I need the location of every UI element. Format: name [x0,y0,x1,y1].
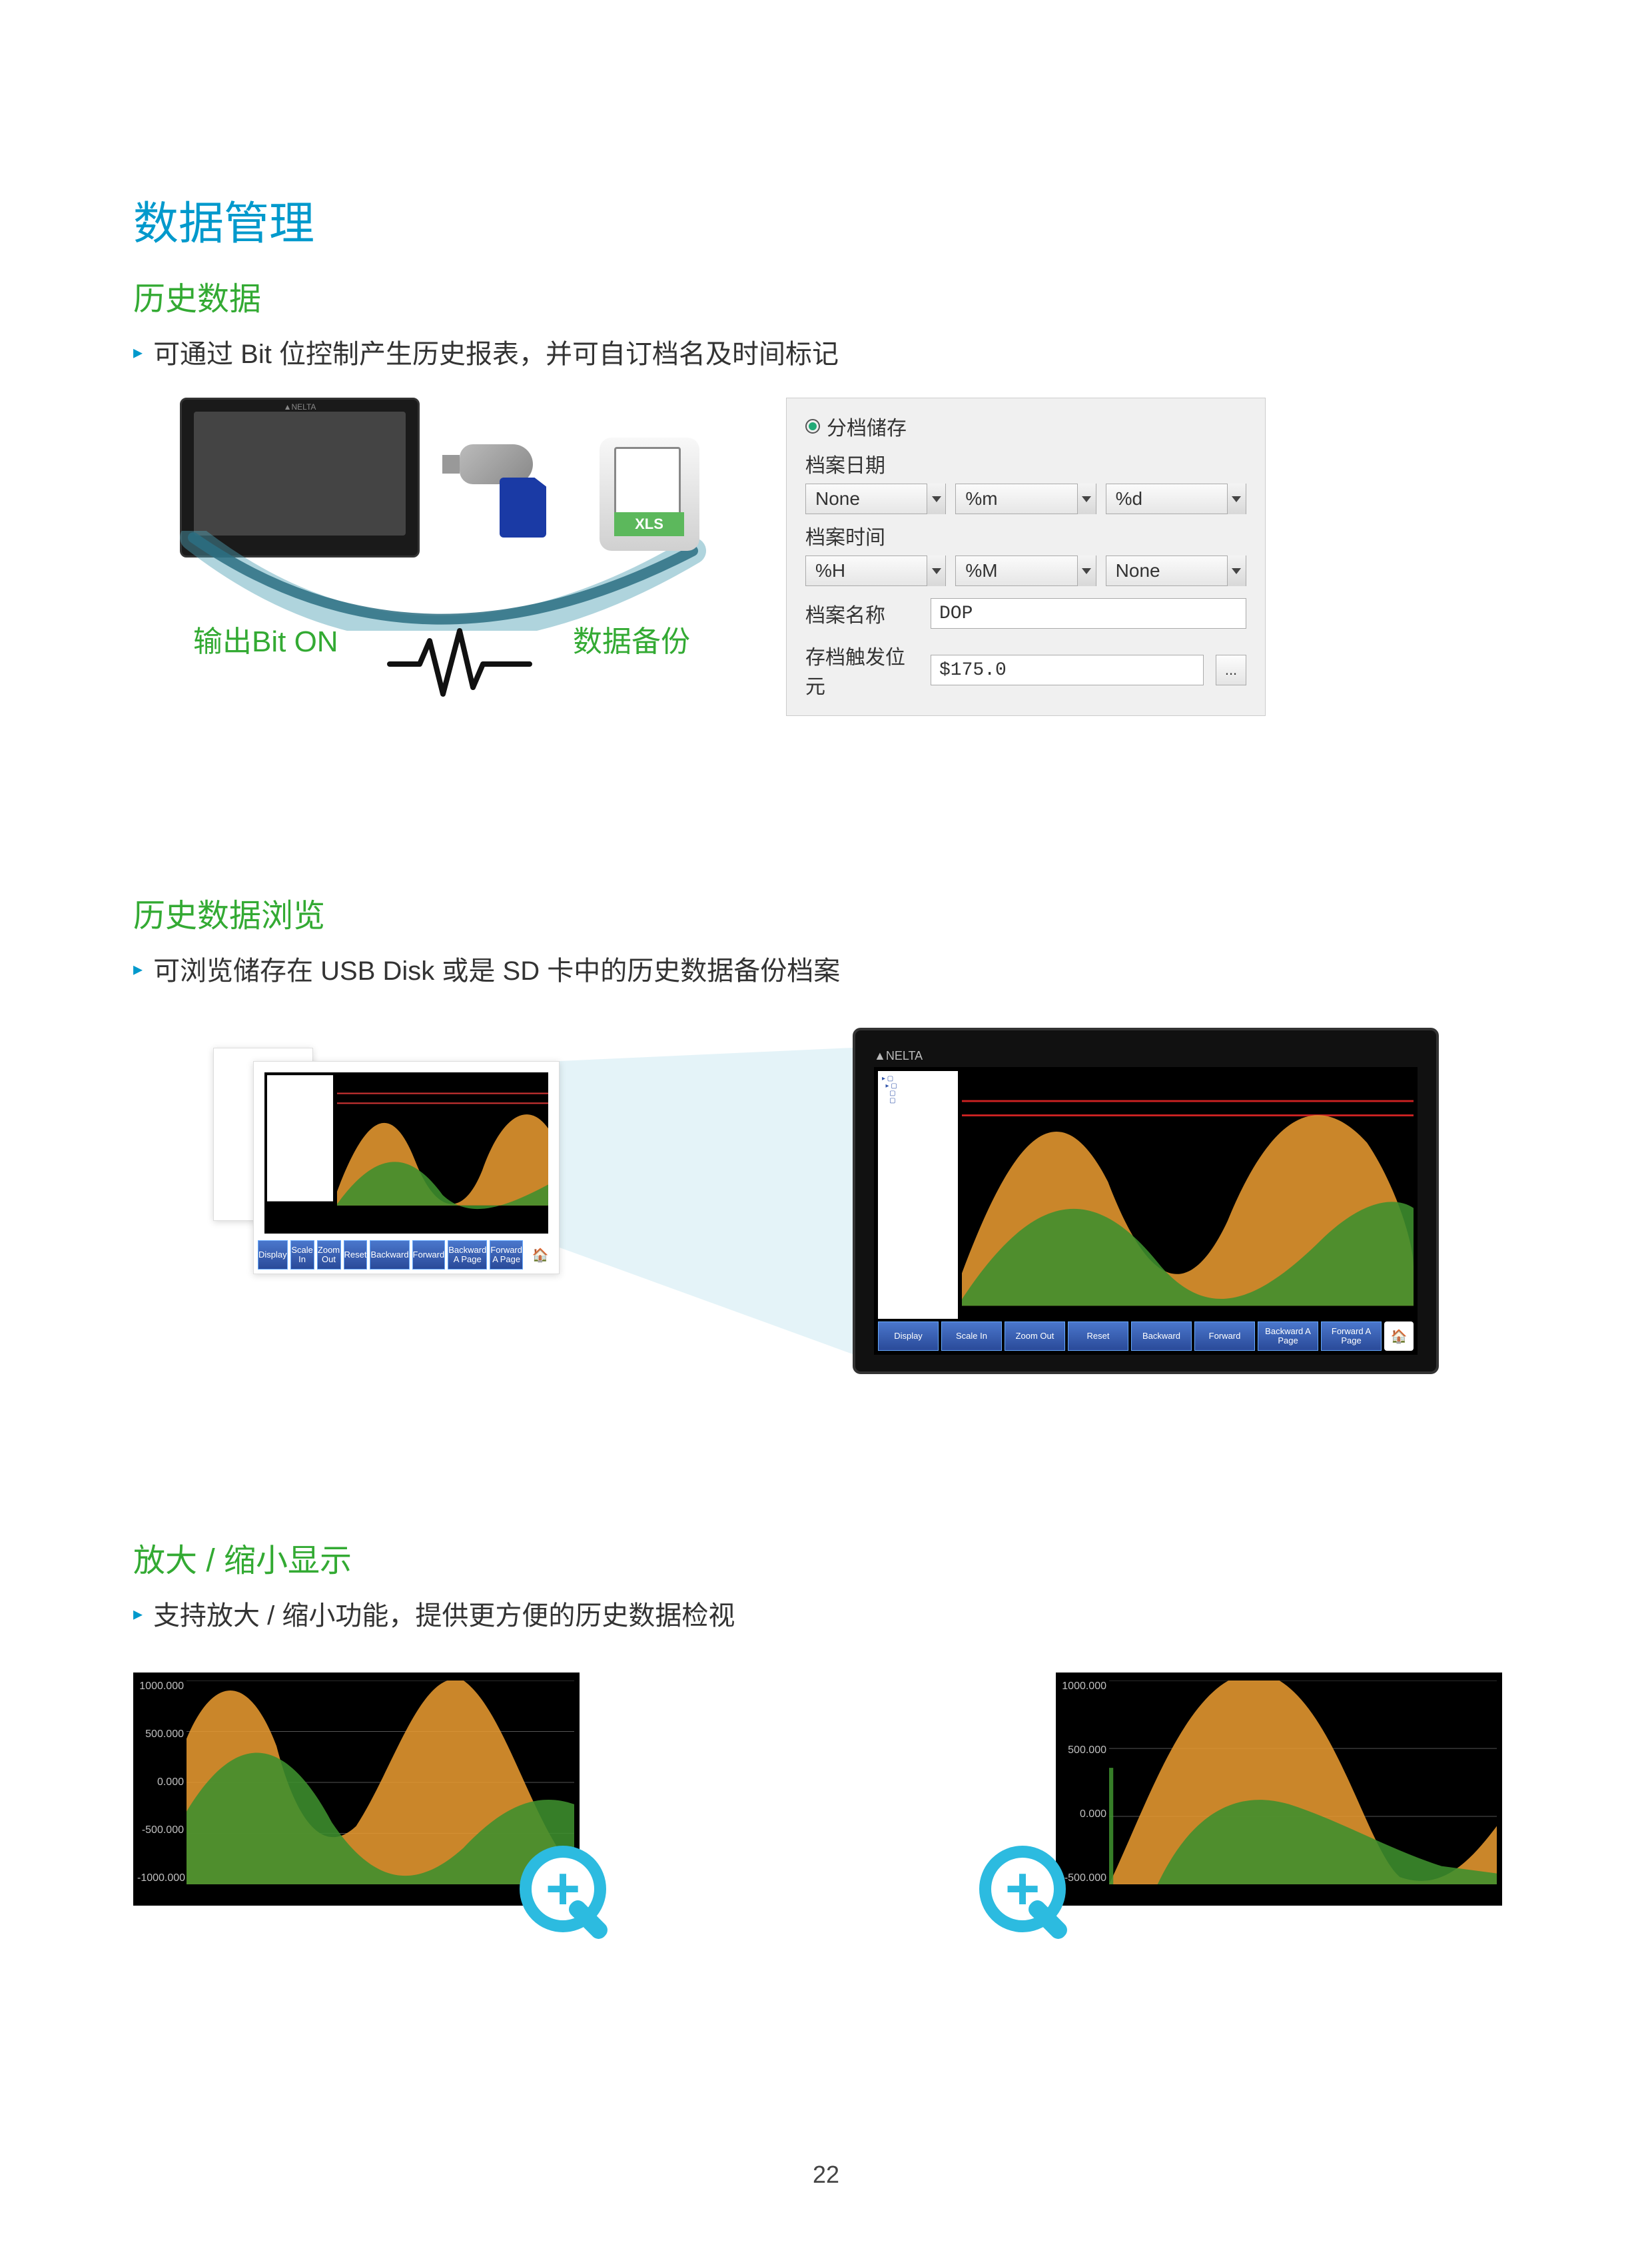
file-save-panel: 分档储存 档案日期 None %m %d 档案时间 %H %M None 档案名… [786,398,1266,716]
toolbar-button[interactable]: Forward A Page [1321,1321,1382,1351]
date-label: 档案日期 [805,449,1246,478]
section2-title: 历史数据浏览 [133,889,1519,936]
page-number: 22 [813,2161,839,2189]
label-output-bit: 输出Bit ON [193,617,338,660]
toolbar-button[interactable]: Forward [412,1240,446,1270]
projection-cone [560,1048,866,1354]
thumb-chart [264,1072,548,1234]
y-axis-ticks: 1000.000500.0000.000-500.000-1000.000 [137,1681,184,1884]
toolbar-button[interactable]: Display [258,1240,288,1270]
radio-split-save[interactable] [805,419,820,434]
toolbar-button[interactable]: Backward [1131,1321,1192,1351]
hmi-screen [194,412,406,536]
bullet-s2: ▸ 可浏览储存在 USB Disk 或是 SD 卡中的历史数据备份档案 [133,949,1519,988]
combo-time-3[interactable]: None [1106,556,1246,586]
chevron-down-icon [927,484,945,514]
toolbar-button[interactable]: Reset [344,1240,368,1270]
label-backup: 数据备份 [573,617,690,660]
sd-card-icon [500,478,546,538]
heartbeat-icon [386,624,533,704]
home-button[interactable]: 🏠 [526,1240,555,1270]
toolbar-button[interactable]: Backward [370,1240,409,1270]
toolbar-button[interactable]: Zoom Out [1005,1321,1065,1351]
trigger-input[interactable]: $175.0 [931,655,1204,685]
history-chart [962,1071,1414,1319]
thumbnail-stack: DisplayScale InZoom OutResetBackwardForw… [213,1048,560,1274]
bullet-icon: ▸ [133,1603,143,1625]
bullet-s3: ▸ 支持放大 / 缩小功能，提供更方便的历史数据检视 [133,1594,1519,1633]
bullet-text-s3: 支持放大 / 缩小功能，提供更方便的历史数据检视 [153,1594,735,1633]
chevron-down-icon [1227,484,1246,514]
combo-time-2[interactable]: %M [955,556,1096,586]
y-axis-ticks: 1000.000500.0000.000-500.000 [1060,1681,1106,1884]
toolbar-button[interactable]: Display [878,1321,939,1351]
toolbar-button[interactable]: Zoom Out [317,1240,341,1270]
file-tree[interactable]: ▸ ▢ ▸ ▢ ▢ ▢ [878,1071,958,1319]
home-button[interactable]: 🏠 [1384,1321,1414,1351]
xls-file-icon: XLS [600,438,699,551]
page-title: 数据管理 [133,187,1519,252]
xls-label: XLS [614,512,684,536]
hmi-brand: ▲NELTA [284,402,316,412]
filename-label: 档案名称 [805,599,919,628]
chart-plot [1109,1681,1497,1884]
hmi-diagram: ▲NELTA XLS 输出Bit ON 数据备份 [133,398,733,558]
combo-date-2[interactable]: %m [955,484,1096,514]
toolbar-button[interactable]: Backward A Page [448,1240,487,1270]
toolbar-button[interactable]: Scale In [290,1240,314,1270]
toolbar-button[interactable]: Backward A Page [1258,1321,1318,1351]
section3-title: 放大 / 缩小显示 [133,1534,1519,1581]
device-button-bar: DisplayScale InZoom OutResetBackwardForw… [878,1321,1414,1351]
filename-input[interactable]: DOP [931,598,1246,629]
thumb-button-bar: DisplayScale InZoom OutResetBackwardForw… [258,1240,555,1270]
section1-title: 历史数据 [133,272,1519,319]
combo-date-1[interactable]: None [805,484,946,514]
bullet-icon: ▸ [133,341,143,363]
trigger-label: 存档触发位元 [805,641,919,699]
x-axis [1109,1888,1497,1902]
browse-button[interactable]: ... [1216,655,1246,685]
radio-label: 分档储存 [827,412,907,441]
chevron-down-icon [927,556,945,586]
zoom-chart-panel: 1000.000500.0000.000-500.000-1000.000 [133,1673,580,1906]
thumb-card-front: DisplayScale InZoom OutResetBackwardForw… [253,1061,560,1274]
combo-time-1[interactable]: %H [805,556,946,586]
chevron-down-icon [1227,556,1246,586]
bullet-text-s2: 可浏览储存在 USB Disk 或是 SD 卡中的历史数据备份档案 [153,949,840,988]
toolbar-button[interactable]: Forward A Page [490,1240,523,1270]
toolbar-button[interactable]: Forward [1194,1321,1255,1351]
zoom-chart-panel: 1000.000500.0000.000-500.000 [1056,1673,1502,1906]
time-label: 档案时间 [805,521,1246,550]
toolbar-button[interactable]: Scale In [941,1321,1002,1351]
bullet-s1: ▸ 可通过 Bit 位控制产生历史报表，并可自订档名及时间标记 [133,332,1519,371]
x-axis [187,1888,574,1902]
bullet-text-s1: 可通过 Bit 位控制产生历史报表，并可自订档名及时间标记 [153,332,839,371]
device-brand: ▲NELTA [874,1049,1418,1063]
bullet-icon: ▸ [133,958,143,980]
toolbar-button[interactable]: Reset [1068,1321,1128,1351]
chevron-down-icon [1077,484,1096,514]
hmi-device-large: ▲NELTA ▸ ▢ ▸ ▢ ▢ ▢ DisplayScale InZoom O… [853,1028,1439,1374]
combo-date-3[interactable]: %d [1106,484,1246,514]
chevron-down-icon [1077,556,1096,586]
chart-plot [187,1681,574,1884]
